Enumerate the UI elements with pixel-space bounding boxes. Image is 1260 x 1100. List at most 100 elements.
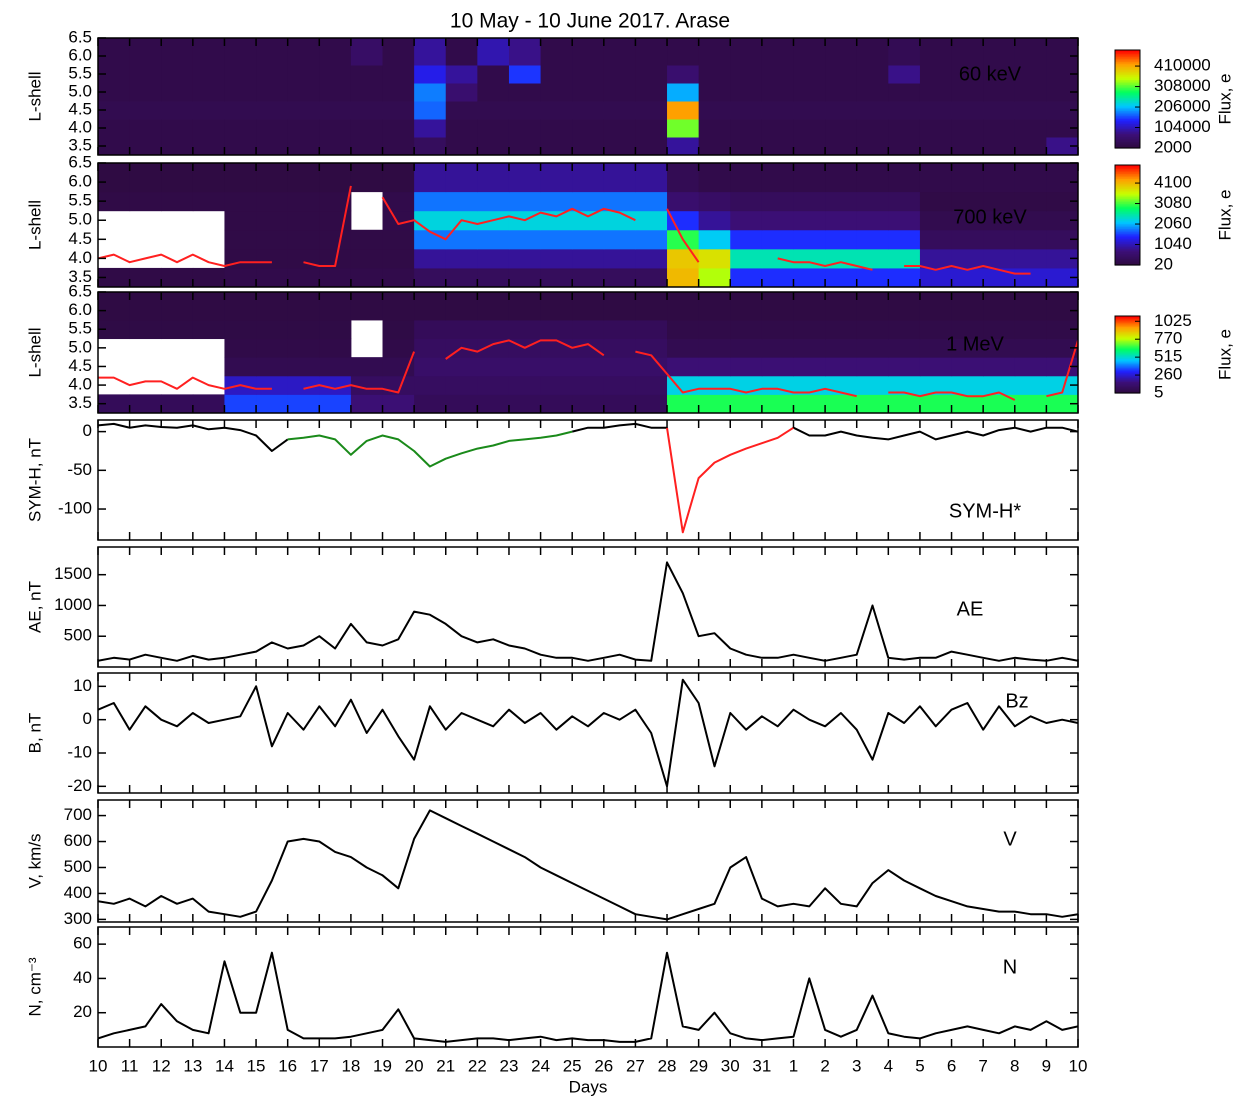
colorbar-swatch xyxy=(1115,342,1140,345)
heatmap-cell xyxy=(477,83,510,102)
heatmap-cell xyxy=(224,210,257,231)
colorbar-frame xyxy=(1114,49,1141,149)
heatmap-cell xyxy=(951,38,984,66)
heatmap-cell xyxy=(698,394,731,413)
heatmap-cell xyxy=(951,375,984,395)
colorbar-swatch xyxy=(1115,141,1140,144)
heatmap-cell xyxy=(919,375,953,395)
heatmap-cell xyxy=(635,248,668,269)
panel-frame xyxy=(97,419,1079,541)
heatmap-cell xyxy=(983,357,1016,377)
colorbar-swatch xyxy=(1115,76,1140,79)
heatmap-cell xyxy=(635,229,668,250)
heatmap-cell xyxy=(508,375,542,395)
heatmap-cell xyxy=(983,338,1016,358)
heatmap-cell xyxy=(825,338,858,358)
heatmap-cell xyxy=(951,229,984,250)
heatmap-cell xyxy=(951,163,984,193)
colorbar-swatch xyxy=(1115,355,1140,358)
heatmap-cell xyxy=(319,137,352,155)
heatmap-cell xyxy=(730,229,763,250)
colorbar-swatch xyxy=(1115,363,1140,366)
colorbar-swatch xyxy=(1115,387,1140,390)
colorbar-swatch xyxy=(1115,345,1140,348)
heatmap-cell xyxy=(698,101,731,120)
heatmap-cell xyxy=(919,338,953,358)
heatmap-cell xyxy=(698,38,731,66)
heatmap-cell xyxy=(1046,267,1078,287)
colorbar-tick-label: 515 xyxy=(1154,347,1182,366)
panel-label: SYM-H* xyxy=(949,500,1021,522)
y-tick-label: 700 xyxy=(64,805,92,824)
colorbar-swatch xyxy=(1115,246,1140,249)
colorbar-swatch xyxy=(1115,181,1140,184)
heatmap-cell xyxy=(508,267,542,287)
data-line xyxy=(98,422,1078,452)
heatmap-cell xyxy=(445,319,478,340)
heatmap-cell xyxy=(793,357,826,377)
colorbar-swatch xyxy=(1115,69,1140,72)
colorbar-swatch xyxy=(1115,340,1140,343)
heatmap-cell xyxy=(667,248,700,269)
heatmap-cell xyxy=(951,319,984,340)
heatmap-cell xyxy=(983,163,1016,193)
heatmap-cell xyxy=(445,394,478,413)
heatmap-cell xyxy=(129,83,162,102)
heatmap-cell xyxy=(382,267,415,287)
y-tick-label: 1000 xyxy=(54,595,92,614)
heatmap-cell xyxy=(856,394,889,413)
colorbar-swatch xyxy=(1115,112,1140,115)
colorbar-swatch xyxy=(1115,390,1140,393)
colorbar-swatch xyxy=(1115,178,1140,181)
heatmap-cell xyxy=(730,319,763,340)
colorbar-swatch xyxy=(1115,255,1140,258)
heatmap-cell xyxy=(793,119,826,138)
panel-label: Bz xyxy=(1005,690,1028,712)
colorbar-swatch xyxy=(1115,92,1140,95)
panel-frame xyxy=(97,672,1079,794)
heatmap-cell xyxy=(825,101,858,120)
heatmap-cell xyxy=(603,65,636,84)
heatmap-cell xyxy=(572,292,605,321)
heatmap-cell xyxy=(98,83,131,102)
x-tick-label: 8 xyxy=(1010,1056,1019,1075)
heatmap-cell xyxy=(761,101,794,120)
heatmap-cell xyxy=(350,248,384,269)
plasmapause-line xyxy=(98,185,1031,275)
heatmap-cell xyxy=(414,292,447,321)
y-tick-label: 5.0 xyxy=(68,210,92,229)
heatmap-cell xyxy=(667,119,700,138)
heatmap-cell xyxy=(761,229,794,250)
heatmap-cell xyxy=(856,338,889,358)
heatmap-cell xyxy=(856,65,889,84)
heatmap-cell xyxy=(477,163,510,193)
heatmap-cell xyxy=(572,119,605,138)
heatmap-cell xyxy=(98,319,131,340)
heatmap-cell xyxy=(825,83,858,102)
heatmap-cell xyxy=(224,38,257,66)
heatmap-cell xyxy=(730,191,763,212)
y-tick-label: 6.0 xyxy=(68,300,92,319)
heatmap-cell xyxy=(698,375,731,395)
colorbar-swatch xyxy=(1115,382,1140,385)
colorbar-swatch xyxy=(1115,171,1140,174)
heatmap-cell xyxy=(951,101,984,120)
colorbar-frame xyxy=(1114,164,1141,266)
colorbar-swatch xyxy=(1115,359,1140,362)
heatmap-cell xyxy=(825,394,858,413)
heatmap-cell xyxy=(508,229,542,250)
heatmap-cell xyxy=(572,83,605,102)
panel-frame xyxy=(97,37,1079,156)
colorbar-tick-label: 104000 xyxy=(1154,117,1211,136)
heatmap-cell xyxy=(445,229,478,250)
heatmap-cell xyxy=(445,267,478,287)
heatmap-cell xyxy=(1014,210,1047,231)
heatmap-cell xyxy=(572,210,605,231)
y-tick-label: 3.5 xyxy=(68,393,92,412)
colorbar-swatch xyxy=(1115,193,1140,196)
colorbar-swatch xyxy=(1115,120,1140,123)
heatmap-cell xyxy=(919,163,953,193)
heatmap-cell xyxy=(129,267,162,287)
heatmap-cell xyxy=(540,319,573,340)
heatmap-cell xyxy=(888,101,921,120)
